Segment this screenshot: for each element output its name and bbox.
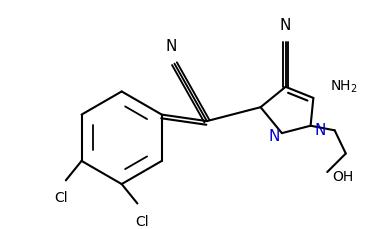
Text: NH$_2$: NH$_2$ [330,79,358,95]
Text: N: N [269,129,280,144]
Text: N: N [280,18,291,33]
Text: N: N [314,123,326,138]
Text: OH: OH [332,170,353,184]
Text: N: N [165,39,177,55]
Text: Cl: Cl [54,191,68,205]
Text: Cl: Cl [135,215,149,229]
